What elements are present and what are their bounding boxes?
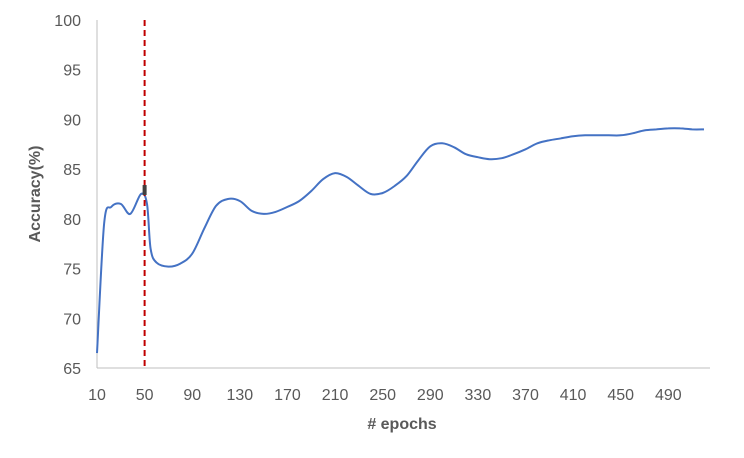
x-tick-label: 10 bbox=[88, 387, 106, 404]
x-tick-labels: 10 50 90 130 170 210 250 290 330 370 410 450 490 bbox=[88, 387, 682, 404]
y-axis-title: Accuracy(%) bbox=[27, 146, 44, 243]
x-tick-label: 50 bbox=[136, 387, 154, 404]
y-axis: 65 70 75 80 85 90 95 100 bbox=[54, 13, 98, 378]
epoch-marker-point bbox=[142, 185, 147, 196]
x-axis-title: # epochs bbox=[367, 416, 436, 433]
x-tick-label: 330 bbox=[465, 387, 492, 404]
y-tick-label: 75 bbox=[63, 262, 81, 279]
x-tick-label: 370 bbox=[512, 387, 539, 404]
y-tick-label: 85 bbox=[63, 162, 81, 179]
x-tick-label: 170 bbox=[274, 387, 301, 404]
x-tick-label: 290 bbox=[417, 387, 444, 404]
y-tick-label: 65 bbox=[63, 361, 81, 378]
y-tick-labels: 65 70 75 80 85 90 95 100 bbox=[54, 13, 81, 378]
x-tick-label: 410 bbox=[560, 387, 587, 404]
y-tick-label: 70 bbox=[63, 311, 81, 328]
y-tick-label: 95 bbox=[63, 63, 81, 80]
accuracy-series-line bbox=[96, 127, 705, 354]
x-tick-label: 490 bbox=[655, 387, 682, 404]
x-tick-label: 130 bbox=[226, 387, 253, 404]
y-tick-label: 100 bbox=[54, 13, 81, 30]
x-tick-label: 450 bbox=[607, 387, 634, 404]
x-tick-label: 90 bbox=[183, 387, 201, 404]
y-tick-label: 80 bbox=[63, 212, 81, 229]
x-tick-label: 250 bbox=[369, 387, 396, 404]
x-axis: 10 50 90 130 170 210 250 290 330 370 410 450 490 bbox=[88, 367, 710, 404]
x-tick-label: 210 bbox=[322, 387, 349, 404]
y-tick-label: 90 bbox=[63, 112, 81, 129]
